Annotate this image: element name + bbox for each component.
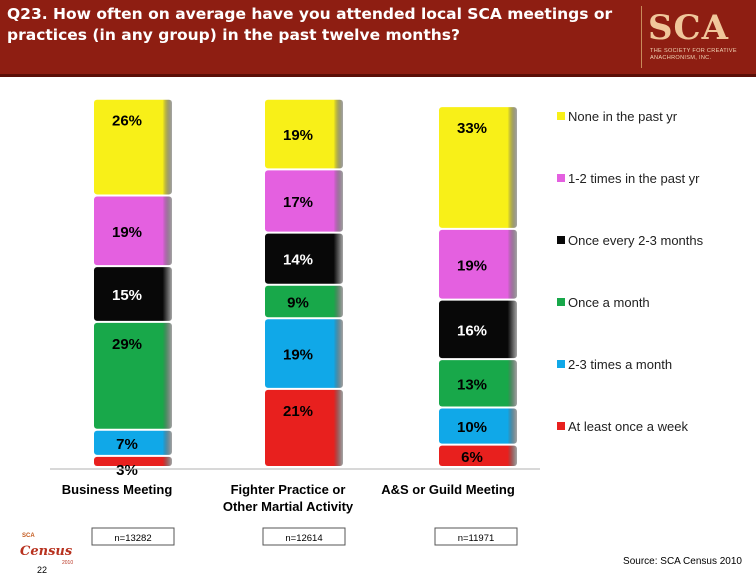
- data-label-a-s-or-guild-meeting-once-every-2-3-months: 16%: [457, 322, 487, 339]
- bar-a-s-or-guild-meeting-at-least-once-a-week: [439, 445, 517, 466]
- x-tick-label-fighter-practice-or-other-martial-activity-line1: Fighter Practice or: [231, 482, 346, 497]
- bar-a-s-or-guild-meeting-1-2-times-in-the-past-yr: [439, 229, 517, 299]
- data-label-a-s-or-guild-meeting-once-a-month: 13%: [457, 376, 487, 393]
- bar-fighter-practice-or-other-martial-activity-once-a-month: [265, 285, 343, 318]
- x-tick-label-fighter-practice-or-other-martial-activity-line2: Other Martial Activity: [223, 499, 354, 514]
- census-logo-small-text: SCA: [22, 533, 35, 539]
- sample-size-box-business-meeting: [91, 527, 175, 546]
- data-label-business-meeting-once-every-2-3-months: 15%: [112, 287, 142, 304]
- bar-business-meeting-none-in-the-past-yr: [94, 99, 172, 195]
- data-label-fighter-practice-or-other-martial-activity-at-least-once-a-week: 21%: [283, 403, 313, 420]
- legend-swatch-none-in-the-past-yr: [557, 112, 565, 120]
- bar-a-s-or-guild-meeting-none-in-the-past-yr: [439, 107, 517, 228]
- legend-label-1-2-times-in-the-past-yr: 1-2 times in the past yr: [568, 171, 700, 186]
- source-note: Source: SCA Census 2010: [623, 556, 742, 567]
- data-label-business-meeting-none-in-the-past-yr: 26%: [112, 113, 142, 130]
- bar-business-meeting-at-least-once-a-week: [94, 456, 172, 466]
- sca-logo: SCA THE SOCIETY FOR CREATIVE ANACHRONISM…: [641, 6, 752, 68]
- bar-fighter-practice-or-other-martial-activity-2-3-times-a-month: [265, 319, 343, 388]
- legend-label-once-every-2-3-months: Once every 2-3 months: [568, 233, 704, 248]
- census-logo: SCA Census 2010: [6, 518, 76, 574]
- legend-label-2-3-times-a-month: 2-3 times a month: [568, 357, 672, 372]
- sca-logo-subtitle: THE SOCIETY FOR CREATIVE ANACHRONISM, IN…: [650, 48, 737, 61]
- census-logo-year: 2010: [62, 560, 74, 566]
- data-label-fighter-practice-or-other-martial-activity-none-in-the-past-yr: 19%: [283, 127, 313, 144]
- bar-business-meeting-1-2-times-in-the-past-yr: [94, 196, 172, 266]
- bar-a-s-or-guild-meeting-2-3-times-a-month: [439, 408, 517, 444]
- data-label-business-meeting-once-a-month: 29%: [112, 336, 142, 353]
- data-label-business-meeting-2-3-times-a-month: 7%: [116, 436, 138, 453]
- page-title: Q23. How often on average have you atten…: [7, 5, 613, 44]
- bar-fighter-practice-or-other-martial-activity-once-every-2-3-months: [265, 233, 343, 284]
- legend-label-at-least-once-a-week: At least once a week: [568, 419, 688, 434]
- legend-label-none-in-the-past-yr: None in the past yr: [568, 109, 678, 124]
- x-tick-label-business-meeting-line1: Business Meeting: [62, 482, 173, 497]
- bar-fighter-practice-or-other-martial-activity-none-in-the-past-yr: [265, 99, 343, 169]
- x-tick-label-a-s-or-guild-meeting-line1: A&S or Guild Meeting: [381, 482, 515, 497]
- data-label-a-s-or-guild-meeting-at-least-once-a-week: 6%: [461, 449, 483, 466]
- sample-size-a-s-or-guild-meeting: n=11971: [458, 533, 495, 544]
- data-label-a-s-or-guild-meeting-2-3-times-a-month: 10%: [457, 419, 487, 436]
- bar-a-s-or-guild-meeting-once-a-month: [439, 360, 517, 407]
- legend-swatch-once-every-2-3-months: [557, 236, 565, 244]
- sca-logo-mark: SCA: [648, 8, 729, 48]
- sample-size-business-meeting: n=13282: [114, 533, 151, 544]
- census-logo-text: Census: [20, 544, 73, 559]
- page-number: 22: [37, 565, 48, 575]
- legend-label-once-a-month: Once a month: [568, 295, 650, 310]
- bar-a-s-or-guild-meeting-once-every-2-3-months: [439, 300, 517, 359]
- stacked-bar-chart: 3% 7% 29% 15% 19% 26% 21% 19% 9% 14% 17% 19% 6% 10% 13…: [50, 99, 704, 546]
- data-label-a-s-or-guild-meeting-none-in-the-past-yr: 33%: [457, 120, 487, 137]
- data-label-a-s-or-guild-meeting-1-2-times-in-the-past-yr: 19%: [457, 257, 487, 274]
- bar-business-meeting-2-3-times-a-month: [94, 430, 172, 455]
- legend-swatch-once-a-month: [557, 298, 565, 306]
- bar-business-meeting-once-a-month: [94, 322, 172, 429]
- data-label-fighter-practice-or-other-martial-activity-once-a-month: 9%: [287, 294, 309, 311]
- data-label-fighter-practice-or-other-martial-activity-2-3-times-a-month: 19%: [283, 347, 313, 364]
- legend-swatch-2-3-times-a-month: [557, 360, 565, 368]
- legend-swatch-1-2-times-in-the-past-yr: [557, 174, 565, 182]
- header-banner: Q23. How often on average have you atten…: [0, 0, 756, 77]
- data-label-fighter-practice-or-other-martial-activity-1-2-times-in-the-past-yr: 17%: [283, 194, 313, 211]
- legend-swatch-at-least-once-a-week: [557, 422, 565, 430]
- data-label-fighter-practice-or-other-martial-activity-once-every-2-3-months: 14%: [283, 252, 313, 269]
- bar-fighter-practice-or-other-martial-activity-at-least-once-a-week: [265, 389, 343, 466]
- sample-size-box-fighter-practice-or-other-martial-activity: [262, 527, 346, 546]
- bar-fighter-practice-or-other-martial-activity-1-2-times-in-the-past-yr: [265, 170, 343, 232]
- bar-business-meeting-once-every-2-3-months: [94, 267, 172, 321]
- data-label-business-meeting-1-2-times-in-the-past-yr: 19%: [112, 224, 142, 241]
- sample-size-fighter-practice-or-other-martial-activity: n=12614: [285, 533, 322, 544]
- sample-size-box-a-s-or-guild-meeting: [434, 527, 518, 546]
- data-label-business-meeting-at-least-once-a-week: 3%: [116, 462, 138, 479]
